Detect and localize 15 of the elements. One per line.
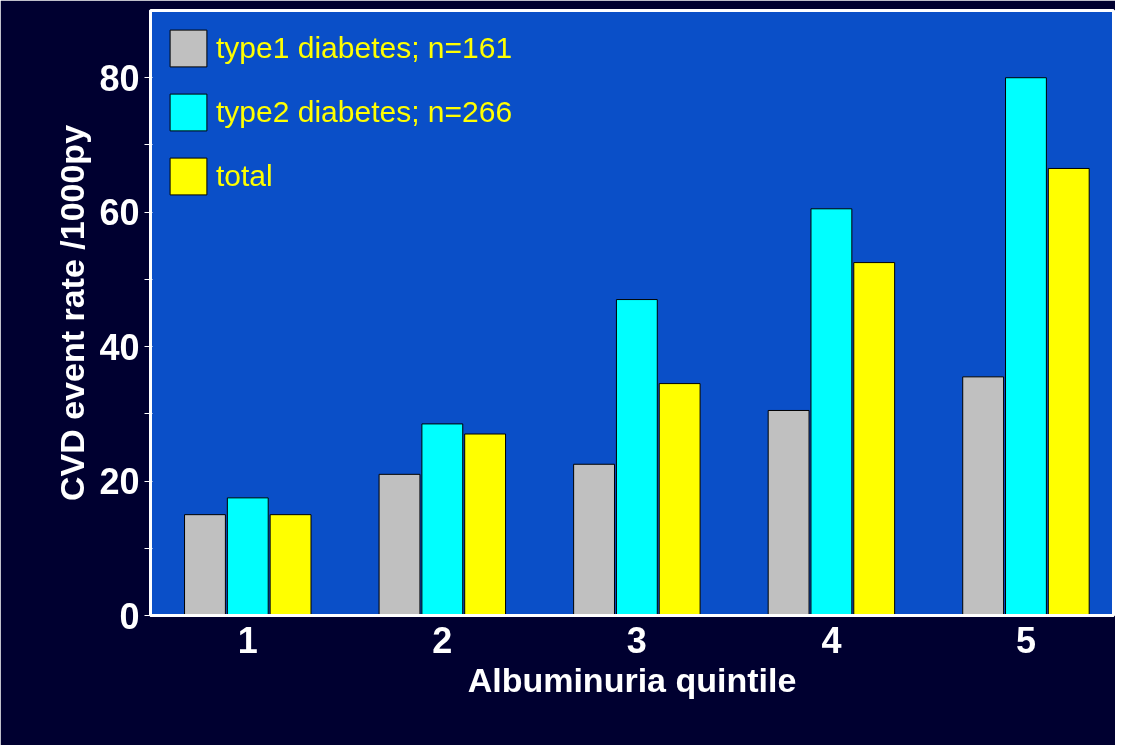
legend-label: type1 diabetes; n=161 [216, 31, 513, 65]
y-tick-label: 60 [99, 192, 140, 234]
x-tick-label: 3 [626, 619, 647, 661]
y-axis-title: CVD event rate /1000py [53, 124, 92, 502]
x-tick-label: 1 [237, 619, 258, 661]
x-tick-label: 4 [821, 619, 842, 661]
x-axis-title: Albuminuria quintile [467, 660, 797, 699]
x-tick-label: 5 [1015, 619, 1036, 661]
legend-label: total [216, 159, 273, 193]
y-tick-label: 40 [99, 326, 140, 368]
y-tick-label: 20 [99, 461, 140, 503]
y-tick-label: 0 [119, 595, 140, 637]
y-tick-label: 80 [99, 57, 140, 99]
x-tick-label: 2 [432, 619, 453, 661]
legend-label: type2 diabetes; n=266 [216, 95, 513, 129]
